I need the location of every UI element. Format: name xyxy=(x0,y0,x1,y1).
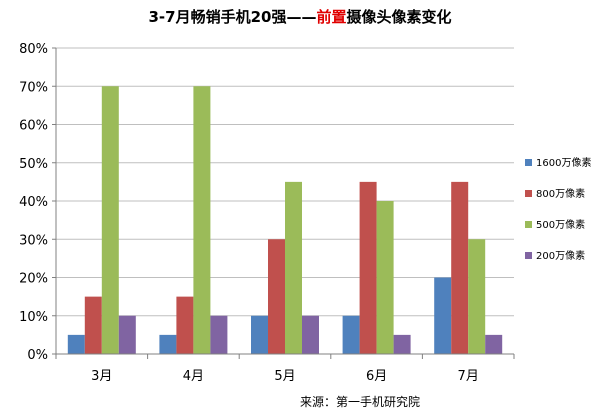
chart-title: 3-7月畅销手机20强——前置摄像头像素变化 xyxy=(0,6,600,27)
bar xyxy=(285,181,302,354)
y-tick-label: 10% xyxy=(19,310,48,325)
y-tick-label: 60% xyxy=(19,119,48,134)
bar xyxy=(251,315,268,354)
bar xyxy=(468,239,486,354)
legend-swatch xyxy=(525,159,532,166)
axes xyxy=(52,47,515,359)
bar xyxy=(485,334,503,354)
y-tick-label: 70% xyxy=(19,80,48,95)
bar xyxy=(67,334,85,354)
bar xyxy=(84,296,102,354)
legend-swatch xyxy=(525,190,532,197)
bar xyxy=(101,86,119,354)
y-tick-label: 20% xyxy=(19,272,48,287)
y-tick-label: 0% xyxy=(27,348,48,363)
x-tick-label: 4月 xyxy=(183,369,204,384)
bar xyxy=(118,315,136,354)
y-tick-label: 30% xyxy=(19,233,48,248)
source-note: 来源：第一手机研究院 xyxy=(300,395,421,409)
legend-swatch xyxy=(525,221,532,228)
bar xyxy=(376,201,394,354)
bars xyxy=(67,86,503,354)
y-tick-label: 40% xyxy=(19,195,48,210)
chart-title-prefix: 3-7月畅销手机20强—— xyxy=(148,8,317,26)
y-tick-label: 80% xyxy=(19,42,48,57)
y-axis-ticks: 0% 10% 20% 30% 40% 50% 60% 70% 80% xyxy=(19,42,48,363)
bar xyxy=(342,315,360,354)
legend-label: 1600万像素 xyxy=(536,156,591,169)
y-tick-label: 50% xyxy=(19,157,48,172)
legend-label: 500万像素 xyxy=(536,218,585,231)
bar xyxy=(359,181,377,354)
bar xyxy=(434,277,452,354)
bar xyxy=(159,334,177,354)
x-tick-label: 5月 xyxy=(274,369,295,384)
bar xyxy=(451,181,469,354)
bar xyxy=(393,334,411,354)
x-axis-ticks: 3月 4月 5月 6月 7月 xyxy=(91,369,479,384)
x-tick-label: 7月 xyxy=(458,369,479,384)
bar xyxy=(268,239,285,354)
legend: 1600万像素 800万像素 500万像素 200万像素 xyxy=(525,156,591,262)
bar xyxy=(193,86,211,354)
legend-swatch xyxy=(525,252,532,259)
bar xyxy=(210,315,228,354)
x-tick-label: 3月 xyxy=(91,369,112,384)
chart-title-highlight: 前置 xyxy=(316,8,347,26)
legend-label: 200万像素 xyxy=(536,249,585,262)
bar xyxy=(302,315,319,354)
bar xyxy=(176,296,194,354)
chart-title-suffix: 摄像头像素变化 xyxy=(346,8,452,26)
legend-label: 800万像素 xyxy=(536,187,585,200)
x-tick-label: 6月 xyxy=(366,369,387,384)
